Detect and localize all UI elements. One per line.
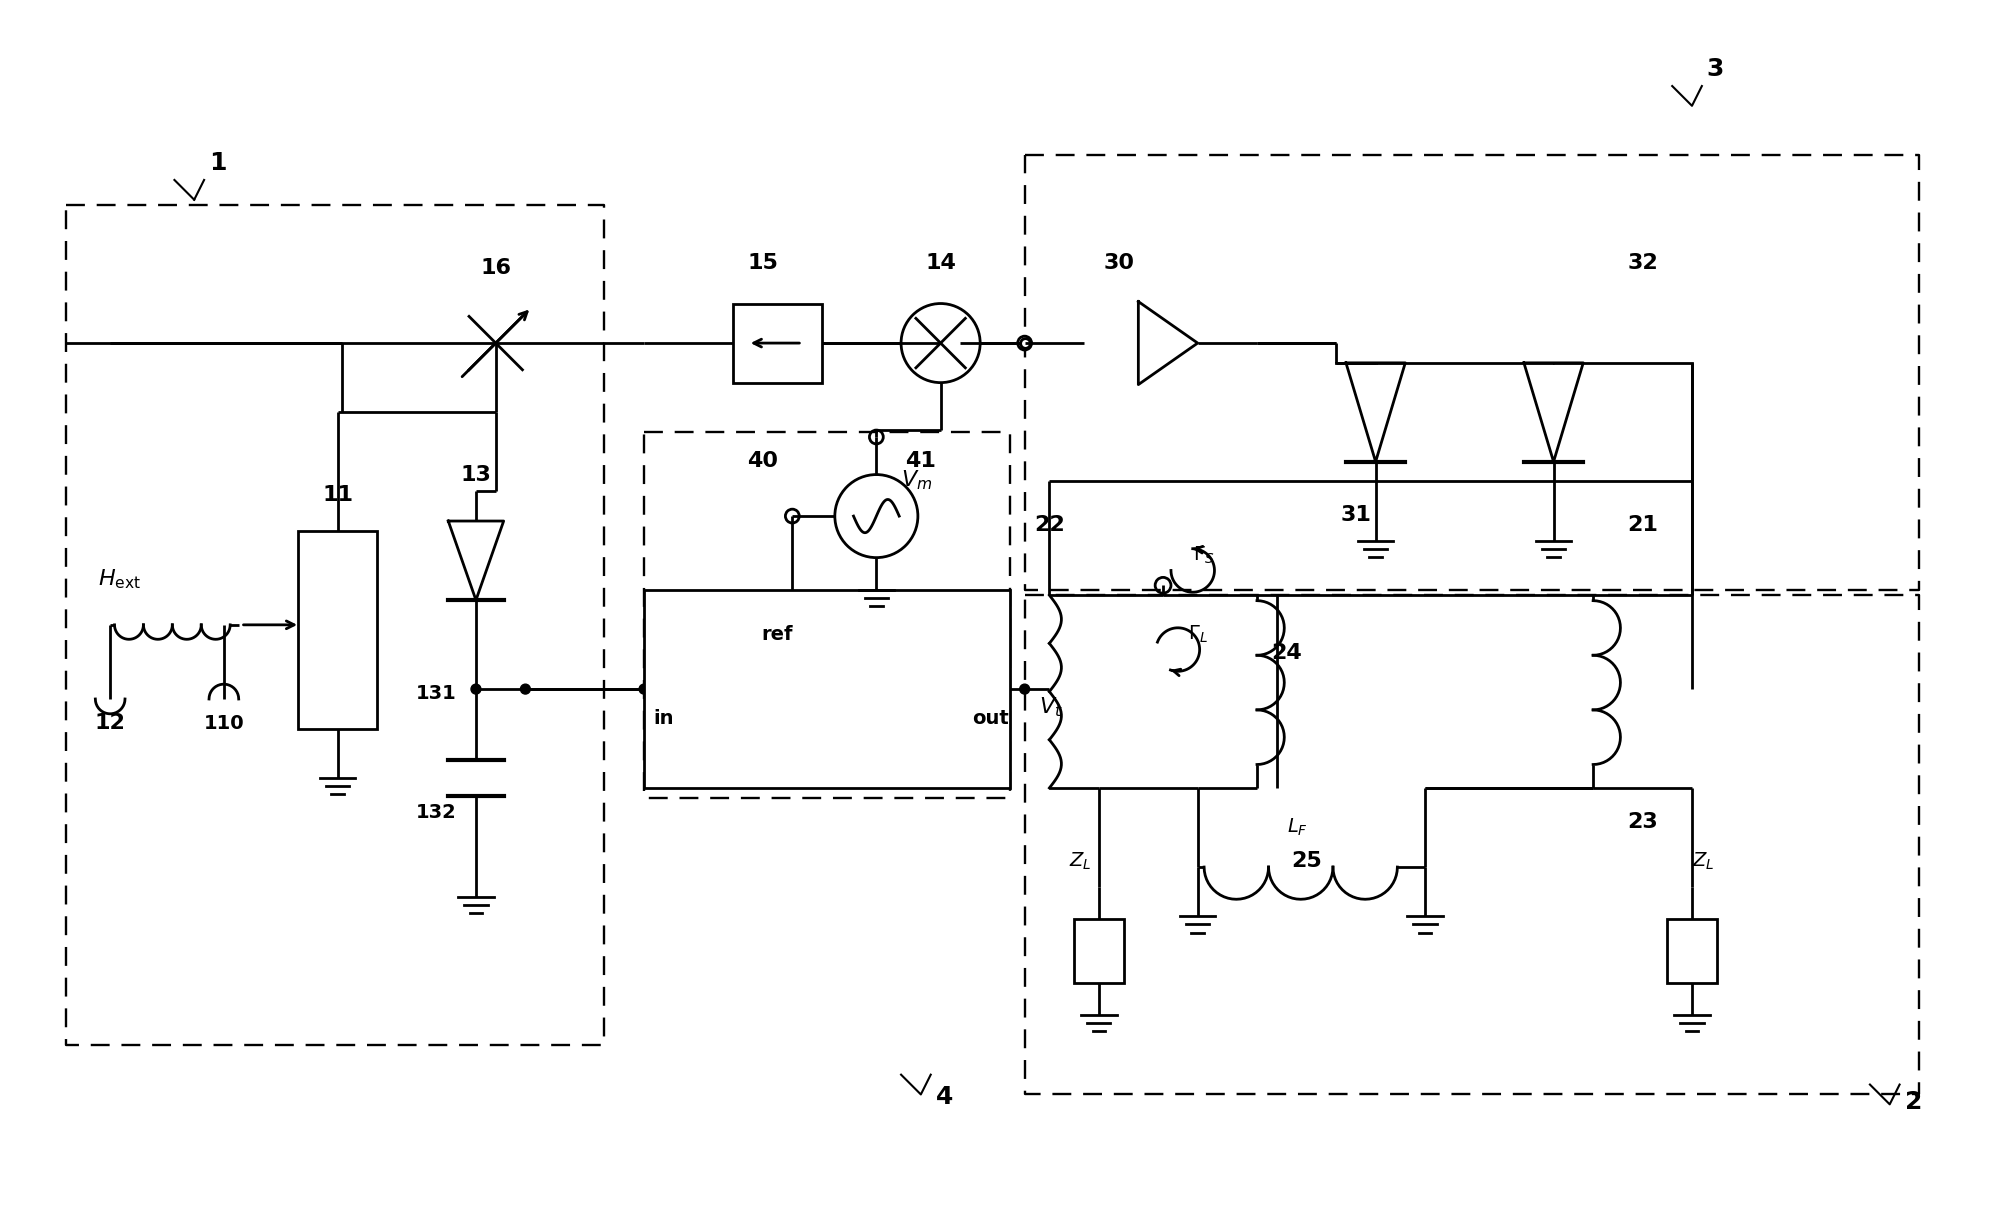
Circle shape [521, 684, 531, 694]
Text: ref: ref [762, 626, 794, 644]
Text: in: in [654, 709, 674, 728]
Circle shape [638, 684, 648, 694]
Text: $L_F$: $L_F$ [1287, 816, 1307, 838]
Text: 132: 132 [416, 803, 457, 821]
Text: out: out [973, 709, 1008, 728]
Text: 40: 40 [748, 451, 778, 470]
Text: $V_t$: $V_t$ [1040, 695, 1064, 720]
Text: 3: 3 [1707, 57, 1724, 81]
Text: 4: 4 [935, 1085, 953, 1110]
Bar [1667, 919, 1717, 984]
Text: 32: 32 [1627, 253, 1659, 273]
Text: 16: 16 [479, 258, 511, 277]
Text: 14: 14 [925, 253, 957, 273]
Text: 30: 30 [1104, 253, 1134, 273]
Text: 23: 23 [1627, 811, 1659, 831]
Text: $Z_L$: $Z_L$ [1070, 851, 1092, 873]
Text: 110: 110 [203, 714, 245, 733]
Text: 13: 13 [461, 466, 491, 485]
Text: 11: 11 [322, 485, 354, 505]
Text: $Z_L$: $Z_L$ [1693, 851, 1715, 873]
Text: 12: 12 [95, 712, 125, 733]
Text: 24: 24 [1271, 644, 1303, 664]
Text: 1: 1 [209, 152, 227, 175]
Circle shape [471, 684, 481, 694]
Text: 25: 25 [1291, 851, 1323, 871]
Text: 22: 22 [1034, 514, 1064, 535]
Text: $V_m$: $V_m$ [901, 468, 933, 492]
Bar [644, 590, 1010, 788]
Text: 2: 2 [1905, 1090, 1921, 1114]
Text: 31: 31 [1341, 505, 1370, 525]
Text: 15: 15 [748, 253, 778, 273]
Text: 131: 131 [416, 684, 457, 703]
Text: 41: 41 [905, 451, 937, 470]
Bar [734, 303, 821, 382]
Bar [298, 530, 378, 728]
Text: 21: 21 [1627, 514, 1659, 535]
Text: $\Gamma_L$: $\Gamma_L$ [1187, 623, 1207, 645]
Bar [1074, 919, 1124, 984]
Text: $\Gamma_S$: $\Gamma_S$ [1193, 545, 1213, 566]
Text: $H_{\mathrm{ext}}$: $H_{\mathrm{ext}}$ [97, 567, 141, 591]
Circle shape [1020, 684, 1030, 694]
